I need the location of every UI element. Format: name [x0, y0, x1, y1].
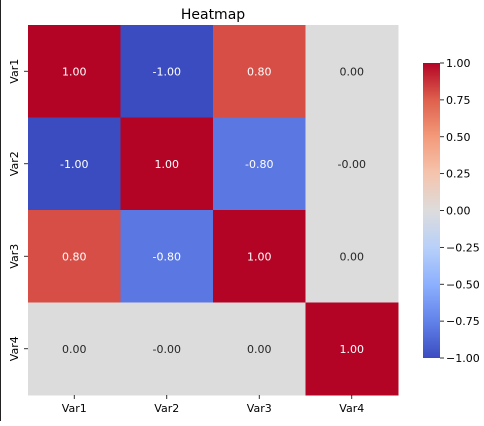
- heatmap-cell-var2-var2: [120, 117, 214, 211]
- heatmap-cell-var2-var1: [28, 117, 121, 211]
- left-border: [0, 0, 1, 421]
- colorbar-tick-label: 1.00: [446, 57, 471, 70]
- cell-value-label: 0.80: [62, 250, 87, 263]
- colorbar-tick-label: −0.50: [446, 278, 480, 291]
- x-tick-label: Var3: [247, 402, 272, 415]
- colorbar-tick-label: −0.75: [446, 315, 480, 328]
- heatmap-cells: [28, 25, 399, 396]
- colorbar-tick-label: 0.00: [446, 205, 471, 218]
- chart-title: Heatmap: [181, 7, 245, 23]
- heatmap-cell-var3-var1: [28, 210, 121, 303]
- cell-value-label: 0.00: [340, 65, 365, 78]
- colorbar-tick-label: 0.75: [446, 94, 471, 107]
- y-tick-label: Var1: [8, 59, 21, 84]
- heatmap-cell-var2-var3: [213, 117, 306, 211]
- cell-value-label: 1.00: [340, 343, 365, 356]
- colorbar: 1.00 0.75 0.50 0.25 0.00 −0.25 −0.50 −0.75 −1.00: [423, 57, 480, 365]
- colorbar-tick-label: 0.50: [446, 131, 471, 144]
- heatmap-cell-var1-var1: [28, 25, 121, 118]
- cell-value-label: -0.00: [338, 158, 366, 171]
- cell-value-label: 0.00: [62, 343, 87, 356]
- heatmap-cell-var4-var2: [120, 302, 214, 396]
- cell-value-label: 0.80: [247, 65, 272, 78]
- cell-value-label: -1.00: [153, 65, 181, 78]
- heatmap-cell-var3-var4: [305, 210, 399, 303]
- colorbar-gradient: [423, 63, 440, 358]
- colorbar-tick-label: 0.25: [446, 168, 471, 181]
- cell-value-label: 0.00: [340, 250, 365, 263]
- cell-value-label: 1.00: [155, 158, 180, 171]
- x-tick-label: Var1: [62, 402, 87, 415]
- heatmap-cell-var4-var1: [28, 302, 121, 396]
- cell-value-label: -0.80: [153, 250, 181, 263]
- x-tick-label: Var2: [154, 402, 179, 415]
- heatmap-cell-var3-var3: [213, 210, 306, 303]
- y-tick-label: Var3: [8, 244, 21, 269]
- cell-value-label: -1.00: [60, 158, 88, 171]
- heatmap-cell-var1-var2: [120, 25, 214, 118]
- heatmap-cell-var1-var3: [213, 25, 306, 118]
- heatmap-cell-var4-var3: [213, 302, 306, 396]
- cell-value-label: -0.00: [153, 343, 181, 356]
- heatmap-cell-var1-var4: [305, 25, 399, 118]
- y-tick-label: Var4: [8, 336, 21, 361]
- cell-value-label: -0.80: [245, 158, 273, 171]
- y-tick-label: Var2: [8, 151, 21, 176]
- heatmap-cell-var3-var2: [120, 210, 214, 303]
- colorbar-tick-label: −0.25: [446, 241, 480, 254]
- x-axis: Var1 Var2 Var3 Var4: [62, 395, 364, 415]
- cell-value-label: 1.00: [62, 65, 87, 78]
- heatmap-cell-labels: 1.00 -1.00 0.80 0.00 -1.00 1.00 -0.80 -0.00 0.80…: [60, 65, 366, 356]
- y-axis: Var1 Var2 Var3 Var4: [8, 59, 28, 361]
- cell-value-label: 1.00: [247, 250, 272, 263]
- cell-value-label: 0.00: [247, 343, 272, 356]
- colorbar-tick-label: −1.00: [446, 352, 480, 365]
- heatmap-cell-var2-var4: [305, 117, 399, 211]
- x-tick-label: Var4: [339, 402, 364, 415]
- heatmap-cell-var4-var4: [305, 302, 399, 396]
